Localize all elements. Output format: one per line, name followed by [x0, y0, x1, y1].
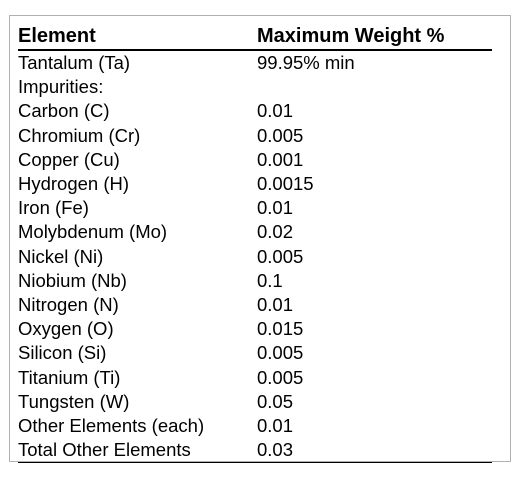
table-row: Silicon (Si) 0.005	[18, 341, 492, 365]
weight-cell: 0.005	[257, 245, 304, 267]
table-row: Nitrogen (N) 0.01	[18, 293, 492, 317]
weight-cell	[257, 75, 492, 99]
element-cell: Titanium (Ti)	[18, 366, 121, 388]
weight-cell: 0.1	[257, 269, 283, 291]
table-row: Niobium (Nb) 0.1	[18, 269, 492, 293]
weight-cell: 0.02	[257, 221, 294, 243]
table-row: Molybdenum (Mo) 0.02	[18, 220, 492, 244]
element-cell: Impurities:	[18, 76, 104, 98]
weight-cell: 0.01	[257, 415, 294, 437]
element-cell: Nitrogen (N)	[18, 294, 119, 316]
element-cell: Silicon (Si)	[18, 342, 107, 364]
table-row: Iron (Fe) 0.01	[18, 196, 492, 220]
table-row: Chromium (Cr) 0.005	[18, 124, 492, 148]
weight-cell: 0.001	[257, 148, 304, 170]
weight-cell: 0.01	[257, 100, 294, 122]
element-cell: Oxygen (O)	[18, 318, 114, 340]
header-max-weight: Maximum Weight %	[257, 23, 492, 51]
weight-cell: 0.05	[257, 390, 294, 412]
weight-cell: 0.01	[257, 294, 294, 316]
table-body: Tantalum (Ta) 99.95% min Impurities: Carbon…	[18, 50, 492, 464]
element-cell: Other Elements (each)	[18, 415, 205, 437]
table-row: Tantalum (Ta) 99.95% min	[18, 50, 492, 75]
weight-cell: 0.005	[257, 342, 304, 364]
composition-table: Element Maximum Weight % Tantalum (Ta) 99…	[18, 23, 492, 464]
element-cell: Copper (Cu)	[18, 148, 120, 170]
table-row: Hydrogen (H) 0.0015	[18, 172, 492, 196]
element-cell: Molybdenum (Mo)	[18, 221, 168, 243]
table-row: Other Elements (each) 0.01	[18, 414, 492, 438]
table-row: Tungsten (W) 0.05	[18, 390, 492, 414]
table-row: Nickel (Ni) 0.005	[18, 245, 492, 269]
element-cell: Tungsten (W)	[18, 390, 130, 412]
table-row: Titanium (Ti) 0.005	[18, 366, 492, 390]
weight-cell: 0.015	[257, 318, 304, 340]
header-row: Element Maximum Weight %	[18, 23, 492, 51]
table-row: Oxygen (O) 0.015	[18, 317, 492, 341]
weight-cell: 0.005	[257, 366, 304, 388]
element-cell: Tantalum (Ta)	[18, 52, 131, 73]
element-cell: Carbon (C)	[18, 100, 110, 122]
element-cell: Chromium (Cr)	[18, 124, 141, 146]
element-cell: Hydrogen (H)	[18, 173, 130, 195]
element-cell: Iron (Fe)	[18, 197, 89, 219]
element-cell: Total Other Elements	[18, 438, 257, 464]
weight-cell: 99.95% min	[257, 52, 355, 73]
weight-cell: 0.03	[257, 438, 492, 464]
table-row: Carbon (C) 0.01	[18, 99, 492, 123]
weight-cell: 0.005	[257, 124, 304, 146]
element-cell: Nickel (Ni)	[18, 245, 104, 267]
table-row: Total Other Elements 0.03	[18, 438, 492, 464]
weight-cell: 0.0015	[257, 173, 314, 195]
table-row: Copper (Cu) 0.001	[18, 148, 492, 172]
table-row: Impurities:	[18, 75, 492, 99]
header-element: Element	[18, 23, 257, 51]
weight-cell: 0.01	[257, 197, 294, 219]
element-cell: Niobium (Nb)	[18, 269, 127, 291]
